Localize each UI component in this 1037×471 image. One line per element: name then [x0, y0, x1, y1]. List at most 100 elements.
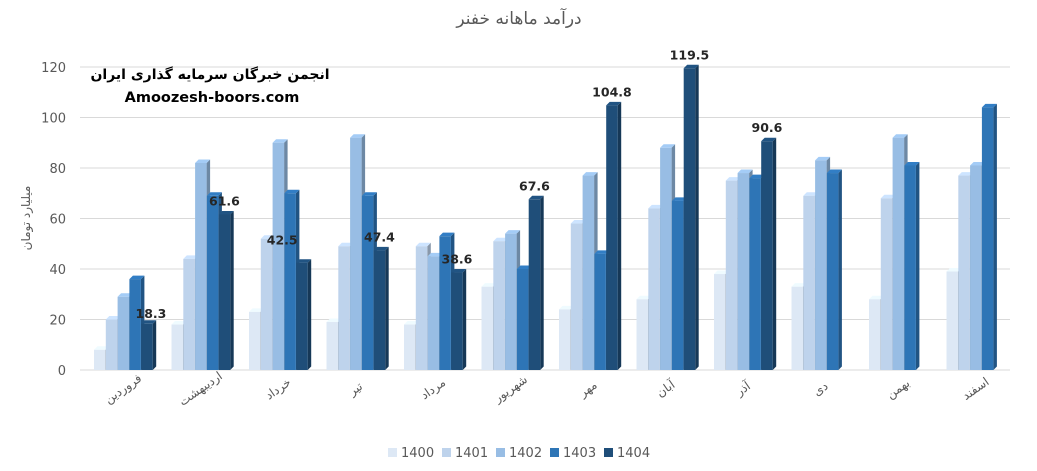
bar-front — [129, 279, 141, 370]
x-tick-label: اردیبهشت — [176, 369, 225, 410]
legend-item: 1400 — [388, 446, 434, 461]
bar-top — [815, 156, 831, 161]
bar-top — [826, 169, 842, 174]
data-labels: 18.3 61.6 42.5 47.4 38.6 67.6 104.8 119.5 90.6 — [136, 47, 783, 321]
bar-front — [660, 147, 672, 370]
legend-item: 1404 — [604, 446, 650, 461]
bar-top — [725, 177, 741, 181]
bar-top — [415, 242, 431, 247]
bar-top — [218, 210, 234, 215]
bar-front — [826, 173, 839, 370]
bar-front — [606, 105, 618, 370]
bar-front — [105, 319, 118, 370]
bar-side — [462, 269, 467, 370]
bar-front — [671, 200, 684, 370]
legend-label: 1402 — [509, 446, 542, 461]
bar — [683, 64, 699, 370]
legend-swatch — [496, 448, 505, 457]
x-tick-label: تیر — [345, 379, 366, 400]
bar-front — [171, 324, 183, 370]
bar-side — [695, 64, 699, 370]
bar — [826, 169, 842, 370]
x-tick-label: مهر — [576, 378, 601, 402]
bar-top — [981, 103, 997, 108]
bar-top — [761, 137, 777, 142]
bar-front — [505, 233, 517, 370]
y-tick-label: 20 — [49, 314, 66, 329]
legend: 1400 1401 1402 1403 1404 — [388, 446, 650, 461]
bar-front — [582, 175, 595, 370]
bar-top — [361, 192, 377, 196]
bar-front — [481, 286, 493, 370]
bar-top — [129, 275, 145, 280]
bar-side — [772, 137, 777, 370]
data-label: 38.6 — [442, 252, 473, 267]
grid-lines — [80, 66, 1010, 371]
bar-front — [427, 256, 440, 370]
bar-top — [481, 283, 497, 287]
bar-front — [892, 137, 905, 370]
bar-top — [105, 316, 121, 320]
bar-front — [516, 269, 529, 370]
bar-top — [284, 189, 300, 194]
bar-front — [117, 296, 130, 370]
bars — [94, 64, 997, 371]
bar-top — [559, 305, 574, 310]
bar-top — [373, 246, 389, 251]
bar-front — [451, 272, 463, 370]
bar-top — [94, 346, 109, 350]
bar-front — [714, 274, 726, 370]
bar-front — [373, 250, 386, 370]
bar-side — [307, 259, 312, 370]
bar-top — [636, 295, 652, 300]
bar-side — [617, 101, 622, 370]
y-tick-label: 60 — [49, 213, 66, 228]
bar-top — [683, 64, 699, 69]
x-axis-ticks: فروردین اردیبهشت خرداد تیر مرداد شهریور مهر آبا… — [102, 369, 992, 410]
bar-front — [338, 246, 350, 370]
bar-top — [141, 320, 157, 324]
data-label: 42.5 — [267, 233, 298, 248]
bar-front — [272, 142, 285, 370]
x-tick-label: فروردین — [102, 371, 145, 407]
bar — [451, 269, 467, 370]
bar-top — [803, 192, 819, 196]
bar-front — [249, 311, 261, 370]
bar-top — [582, 172, 598, 176]
bar-top — [296, 259, 312, 263]
bar-top — [493, 237, 509, 242]
bar-top — [958, 172, 974, 176]
y-axis-ticks: 0 20 40 60 80 100 120 — [41, 61, 66, 379]
bar — [296, 259, 312, 370]
bar-top — [427, 252, 443, 257]
bar-top — [570, 220, 586, 224]
bar-front — [284, 193, 296, 370]
bar-front — [725, 180, 738, 370]
bar — [761, 137, 777, 370]
bar-front — [904, 165, 916, 370]
bar-top — [516, 265, 532, 269]
bar-front — [791, 286, 803, 370]
bar-front — [206, 195, 219, 370]
data-label: 61.6 — [209, 193, 240, 208]
bar-top — [183, 255, 199, 259]
bar-front — [815, 160, 827, 370]
watermark-persian: انجمن خبرگان سرمایه گذاری ایران — [90, 66, 329, 83]
data-label: 18.3 — [136, 306, 167, 321]
y-tick-label: 120 — [41, 61, 66, 76]
bar-side — [838, 169, 842, 370]
bar-side — [993, 103, 997, 371]
legend-item: 1402 — [496, 446, 542, 461]
bar-top — [791, 283, 807, 287]
bar-top — [326, 318, 342, 323]
bar-front — [636, 299, 648, 370]
legend-label: 1403 — [563, 446, 596, 461]
legend-item: 1401 — [442, 446, 488, 461]
bar-side — [540, 195, 544, 370]
bar-top — [195, 159, 211, 163]
bar-top — [404, 321, 419, 325]
bar-front — [493, 241, 505, 370]
bar-front — [737, 173, 750, 370]
bar-top — [338, 242, 354, 247]
bar-top — [606, 101, 622, 106]
